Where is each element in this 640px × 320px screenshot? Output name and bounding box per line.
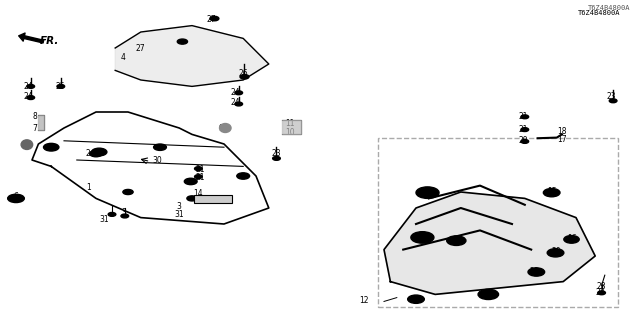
Circle shape (108, 212, 116, 216)
Text: 21: 21 (519, 125, 528, 134)
Circle shape (27, 84, 35, 88)
Polygon shape (282, 120, 301, 134)
Circle shape (521, 115, 529, 119)
Circle shape (447, 236, 466, 245)
Circle shape (177, 39, 188, 44)
Text: 32: 32 (422, 189, 433, 198)
Text: 3: 3 (121, 208, 126, 217)
Circle shape (521, 140, 529, 143)
Circle shape (195, 175, 202, 179)
Circle shape (416, 187, 439, 198)
Ellipse shape (220, 124, 231, 132)
Text: 2: 2 (86, 149, 91, 158)
Text: 27: 27 (206, 15, 216, 24)
Text: 23: 23 (606, 92, 616, 100)
Circle shape (408, 295, 424, 303)
Circle shape (57, 84, 65, 88)
Text: 18: 18 (557, 127, 566, 136)
Text: 22: 22 (596, 288, 605, 297)
Circle shape (123, 189, 133, 195)
Text: 13: 13 (193, 197, 204, 206)
Circle shape (121, 214, 129, 218)
Text: 25: 25 (56, 82, 66, 91)
Ellipse shape (21, 140, 33, 149)
Circle shape (92, 148, 107, 156)
Circle shape (235, 102, 243, 106)
Circle shape (210, 16, 219, 21)
Circle shape (240, 75, 249, 79)
Text: 21: 21 (196, 165, 205, 174)
Circle shape (187, 196, 197, 201)
Text: 12: 12 (359, 296, 368, 305)
Text: 21: 21 (196, 173, 205, 182)
Text: 26: 26 (238, 69, 248, 78)
Circle shape (411, 232, 434, 243)
Text: 6: 6 (13, 192, 19, 201)
Text: 14: 14 (193, 189, 204, 198)
Text: 1: 1 (86, 183, 91, 192)
Text: 23: 23 (271, 149, 282, 158)
Text: 31: 31 (99, 215, 109, 224)
Text: 17: 17 (557, 135, 567, 144)
Text: 30: 30 (152, 156, 162, 164)
Circle shape (273, 156, 280, 160)
Text: 31: 31 (174, 210, 184, 219)
Text: 10: 10 (285, 128, 295, 137)
Text: 9: 9 (218, 124, 223, 132)
Text: 24: 24 (24, 92, 34, 100)
Circle shape (564, 236, 579, 243)
Text: 20: 20 (552, 247, 562, 256)
Circle shape (478, 289, 499, 300)
FancyBboxPatch shape (194, 195, 232, 203)
Circle shape (543, 188, 560, 197)
Text: 7: 7 (33, 124, 38, 132)
Text: 19: 19 (480, 292, 490, 300)
Circle shape (235, 91, 243, 95)
Text: 32: 32 (417, 232, 428, 241)
Text: 27: 27 (136, 44, 146, 52)
Text: 24: 24 (230, 88, 241, 97)
Circle shape (237, 173, 250, 179)
Text: 21: 21 (519, 112, 528, 121)
Text: FR.: FR. (40, 36, 59, 46)
Text: 16: 16 (411, 295, 421, 304)
Polygon shape (384, 192, 595, 294)
Polygon shape (115, 26, 269, 86)
Text: 15: 15 (547, 188, 557, 196)
Text: 4: 4 (121, 53, 126, 62)
Text: 5: 5 (23, 141, 28, 150)
Circle shape (547, 249, 564, 257)
Text: 28: 28 (597, 282, 606, 291)
Polygon shape (38, 115, 44, 130)
Text: T6Z4B4800A: T6Z4B4800A (579, 10, 621, 16)
Text: 24: 24 (230, 98, 241, 107)
Text: 29: 29 (518, 136, 529, 145)
Circle shape (154, 144, 166, 150)
Text: 20: 20 (529, 268, 540, 276)
Text: 15: 15 (451, 237, 461, 246)
Text: 3: 3 (177, 202, 182, 211)
Circle shape (44, 143, 59, 151)
Circle shape (609, 99, 617, 103)
Circle shape (195, 167, 202, 171)
Text: 6: 6 (188, 178, 193, 187)
Text: 11: 11 (285, 119, 294, 128)
Text: T6Z4B4800A: T6Z4B4800A (588, 5, 630, 11)
Circle shape (528, 268, 545, 276)
Text: 16: 16 (566, 234, 577, 243)
Circle shape (8, 194, 24, 203)
Circle shape (598, 291, 605, 295)
Text: 24: 24 (24, 82, 34, 91)
Circle shape (27, 96, 35, 100)
Circle shape (90, 150, 102, 157)
Circle shape (184, 178, 197, 185)
Text: 8: 8 (33, 112, 38, 121)
Circle shape (521, 128, 529, 132)
